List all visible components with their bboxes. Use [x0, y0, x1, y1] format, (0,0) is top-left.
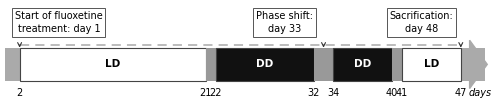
- Text: Phase shift:
day 33: Phase shift: day 33: [256, 11, 313, 34]
- Text: DD: DD: [354, 59, 372, 69]
- Text: 32: 32: [308, 88, 320, 98]
- Text: LD: LD: [424, 59, 439, 69]
- Text: DD: DD: [256, 59, 274, 69]
- Text: 22: 22: [210, 88, 222, 98]
- Bar: [402, 48, 461, 81]
- Text: LD: LD: [105, 59, 120, 69]
- Text: days: days: [468, 88, 492, 98]
- Bar: [20, 48, 206, 81]
- Bar: [216, 48, 314, 81]
- FancyArrow shape: [470, 40, 488, 89]
- Text: 21: 21: [200, 88, 212, 98]
- Text: 2: 2: [16, 88, 22, 98]
- Bar: [206, 48, 216, 81]
- Bar: [392, 48, 402, 81]
- Bar: [334, 48, 392, 81]
- Text: 41: 41: [396, 88, 408, 98]
- Bar: [314, 48, 334, 81]
- Text: Start of fluoxetine
treatment: day 1: Start of fluoxetine treatment: day 1: [15, 11, 102, 34]
- Bar: [5, 48, 486, 81]
- Text: 47: 47: [454, 88, 467, 98]
- Text: 40: 40: [386, 88, 398, 98]
- Text: 34: 34: [327, 88, 340, 98]
- Text: Sacrification:
day 48: Sacrification: day 48: [390, 11, 454, 34]
